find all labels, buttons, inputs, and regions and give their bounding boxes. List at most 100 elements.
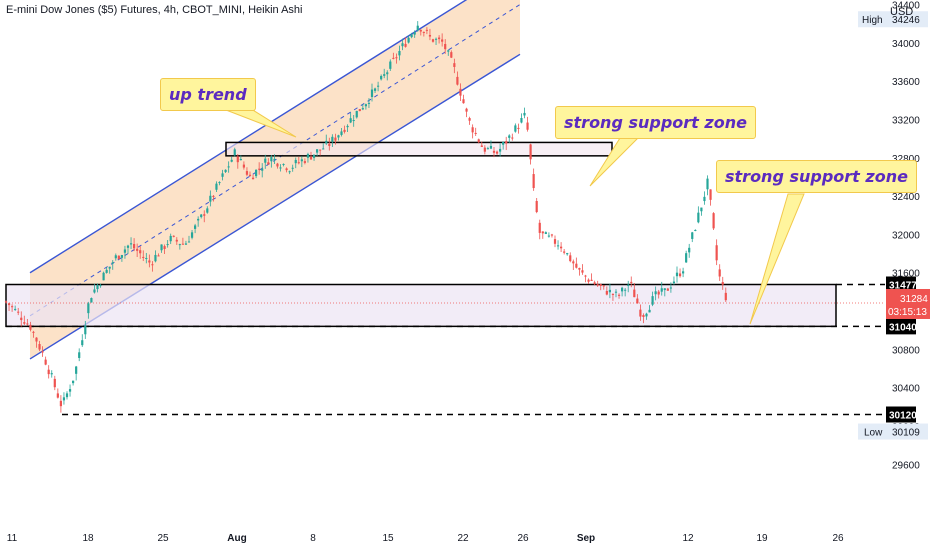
bull-candle	[233, 147, 236, 157]
bear-candle	[495, 150, 499, 155]
bear-candle	[29, 321, 32, 332]
candle-body	[608, 289, 611, 293]
candle-body	[148, 260, 151, 263]
candle-body	[611, 293, 615, 295]
bear-candle	[538, 219, 541, 240]
bear-candle	[444, 39, 447, 54]
candle-body	[556, 245, 560, 247]
bear-candle	[572, 259, 575, 270]
bull-candle	[389, 59, 392, 71]
bull-candle	[239, 155, 242, 161]
x-tick-label: Aug	[227, 533, 246, 544]
bull-candle	[264, 154, 267, 169]
bear-candle	[358, 108, 361, 112]
candle-body	[32, 331, 35, 333]
support-zone-upper	[225, 141, 613, 157]
candle-body	[508, 135, 511, 138]
y-tick-label: 34000	[892, 39, 920, 50]
candle-body	[187, 241, 191, 243]
bear-candle	[38, 340, 41, 352]
bull-candle	[200, 213, 203, 219]
candle-body	[465, 108, 468, 112]
candle-body	[377, 85, 380, 87]
candle-body	[431, 39, 435, 42]
candle-body	[68, 389, 72, 392]
bear-candle	[334, 133, 337, 145]
candle-body	[444, 43, 447, 50]
candle-body	[486, 148, 489, 150]
bear-candle	[258, 162, 261, 175]
bear-candle	[483, 145, 486, 155]
candle-body	[194, 225, 197, 229]
bull-candle	[486, 146, 489, 150]
bull-candle	[282, 163, 285, 167]
bull-candle	[651, 291, 654, 307]
candle-body	[11, 306, 14, 308]
candle-body	[584, 275, 587, 277]
bear-candle	[172, 235, 175, 238]
support-zones	[5, 141, 837, 328]
bear-candle	[630, 276, 633, 288]
bull-candle	[346, 124, 349, 133]
x-tick-label: 26	[832, 533, 844, 544]
bear-candle	[7, 302, 11, 311]
candle-body	[111, 262, 114, 264]
candle-body	[682, 271, 685, 274]
candle-body	[322, 148, 325, 150]
bear-candle	[117, 255, 120, 260]
bull-candle	[206, 206, 209, 214]
candle-body	[499, 148, 502, 152]
candle-body	[309, 156, 313, 160]
candle-body	[248, 174, 252, 177]
badge-30120: 30120	[889, 411, 917, 422]
candle-body	[267, 162, 270, 165]
candle-body	[441, 39, 444, 42]
bear-candle	[605, 286, 608, 296]
bull-candle	[145, 252, 148, 264]
bull-candle	[654, 286, 657, 301]
bull-candle	[190, 230, 194, 240]
callout-support-zone-lower[interactable]: strong support zone	[716, 160, 917, 193]
bear-candle	[715, 239, 718, 266]
candle-body	[477, 139, 480, 143]
low-tag-bg	[858, 423, 928, 440]
bear-candle	[139, 245, 142, 259]
bear-candle	[35, 337, 38, 348]
candle-body	[532, 174, 535, 189]
callout-up-trend[interactable]: up trend	[160, 78, 256, 111]
bear-candle	[11, 304, 14, 312]
bull-candle	[178, 243, 181, 250]
candle-body	[258, 168, 261, 170]
candle-body	[459, 88, 462, 96]
candle-body	[294, 159, 297, 164]
bull-candle	[105, 267, 108, 274]
candle-body	[367, 102, 371, 104]
candle-body	[123, 249, 127, 253]
candle-body	[624, 289, 627, 291]
candle-body	[456, 76, 459, 85]
candle-body	[480, 145, 483, 147]
bear-candle	[41, 346, 44, 357]
candle-body	[200, 214, 203, 218]
candle-body	[660, 288, 663, 292]
bear-candle	[276, 162, 279, 169]
candle-body	[337, 135, 340, 138]
y-tick-label: 32400	[892, 192, 920, 203]
candle-body	[550, 234, 554, 236]
bull-candle	[688, 243, 691, 258]
callout-support-zone-upper[interactable]: strong support zone	[555, 106, 756, 139]
candle-body	[434, 38, 438, 40]
candle-body	[44, 359, 47, 365]
candle-body	[190, 232, 194, 238]
bear-candle	[532, 168, 535, 191]
candle-body	[678, 273, 682, 277]
badge-31477: 31477	[889, 281, 917, 292]
candle-body	[139, 250, 142, 254]
candle-body	[538, 222, 541, 233]
bear-candle	[611, 293, 615, 301]
candle-body	[203, 214, 206, 216]
candle-body	[663, 288, 666, 291]
bear-candle	[319, 149, 322, 156]
candle-body	[84, 325, 87, 335]
